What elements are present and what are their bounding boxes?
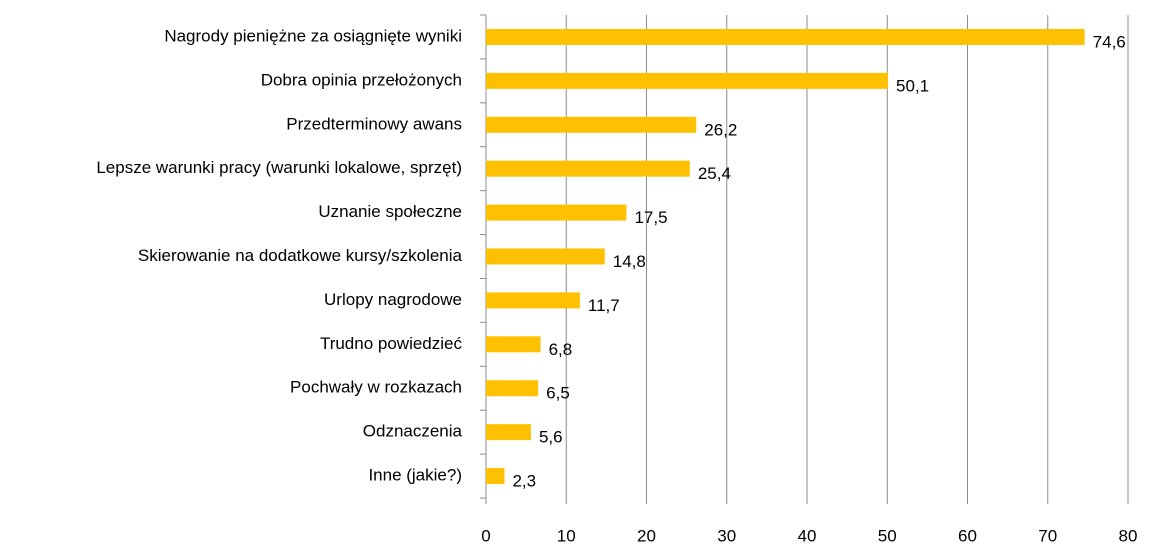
y-tick-label: Trudno powiedzieć [320,334,463,353]
value-label: 6,5 [546,384,570,403]
bar [486,380,539,397]
x-tick-label: 20 [637,526,656,545]
x-tick-label: 50 [878,526,897,545]
value-label: 50,1 [896,76,929,95]
x-tick-label: 10 [557,526,576,545]
y-tick-label: Inne (jakie?) [368,466,462,485]
value-label: 2,3 [512,472,536,491]
x-tick-label: 60 [958,526,977,545]
bar [486,248,605,265]
bar [486,424,531,441]
bar [486,72,889,89]
y-tick-label: Nagrody pieniężne za osiągnięte wyniki [164,26,462,45]
bar [486,204,627,221]
value-label: 14,8 [613,252,646,271]
value-label: 5,6 [539,428,563,447]
value-label: 17,5 [634,208,667,227]
value-label: 25,4 [698,164,731,183]
y-tick-label: Dobra opinia przełożonych [261,70,462,89]
bar [486,28,1085,45]
bar [486,468,505,485]
x-tick-label: 70 [1038,526,1057,545]
y-tick-label: Przedterminowy awans [286,114,462,133]
y-tick-label: Urlopy nagrodowe [324,290,462,309]
x-tick-label: 0 [481,526,490,545]
x-tick-label: 30 [717,526,736,545]
x-tick-label: 40 [798,526,817,545]
value-label: 6,8 [549,340,573,359]
value-label: 26,2 [704,120,737,139]
bar [486,116,697,133]
value-label: 74,6 [1093,32,1126,51]
y-tick-label: Skierowanie na dodatkowe kursy/szkolenia [138,246,463,265]
y-tick-label: Lepsze warunki pracy (warunki lokalowe, … [96,158,462,177]
y-tick-label: Pochwały w rozkazach [290,378,462,397]
bar [486,160,690,177]
y-tick-label: Uznanie społeczne [318,202,462,221]
y-tick-label: Odznaczenia [363,422,463,441]
value-label: 11,7 [588,296,620,315]
x-tick-label: 80 [1119,526,1138,545]
bar [486,292,580,309]
bar [486,336,541,353]
